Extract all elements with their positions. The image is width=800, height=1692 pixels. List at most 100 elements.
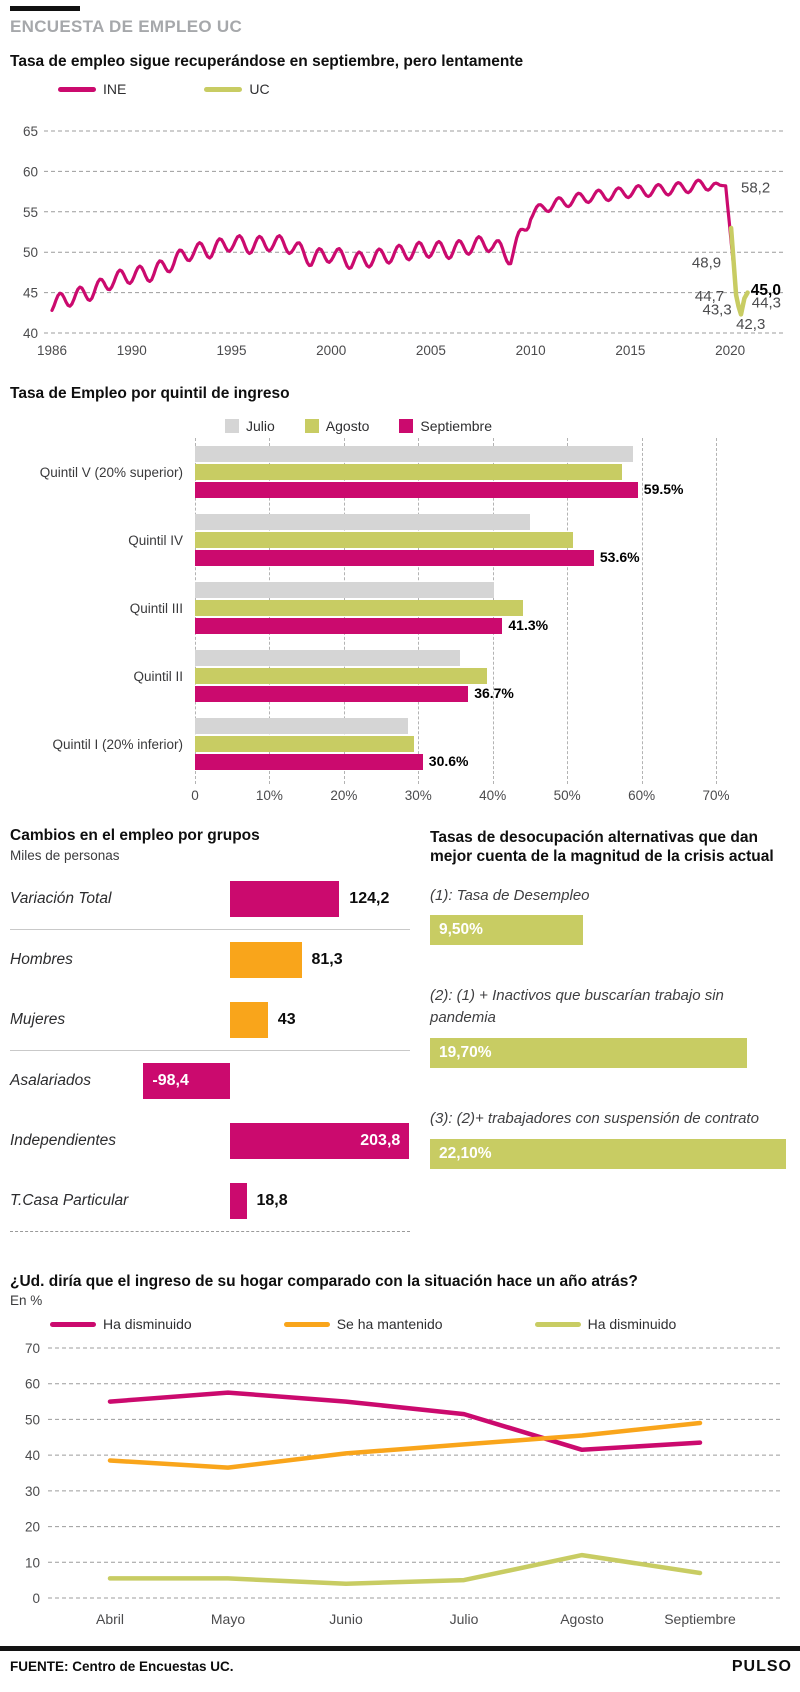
bar-row — [195, 463, 716, 480]
y-tick-label: 40 — [25, 1448, 40, 1463]
change-row-label: T.Casa Particular — [10, 1192, 129, 1210]
change-bar — [230, 942, 302, 979]
x-tick-label: 0 — [191, 787, 199, 803]
legend-swatch — [225, 418, 239, 433]
value-annotation: 58,2 — [741, 180, 770, 197]
change-bar — [230, 881, 340, 918]
legend-item: INE — [58, 81, 126, 97]
quintile-label: Quintil I (20% inferior) — [52, 737, 183, 753]
bar-value-label: -98,4 — [152, 1072, 189, 1090]
bar-row: 59.5% — [195, 481, 716, 498]
y-tick-label: 30 — [25, 1484, 40, 1499]
change-row: T.Casa Particular 18,8 — [10, 1171, 410, 1233]
series-line-uc — [728, 226, 750, 318]
legend-item: Julio — [225, 418, 275, 434]
x-tick-label: 2015 — [615, 343, 645, 358]
bar-row: 53.6% — [195, 549, 716, 566]
x-tick-label: 2000 — [316, 343, 346, 358]
bar-row — [195, 531, 716, 548]
x-tick-label: Abril — [96, 1611, 124, 1627]
bar-row — [195, 599, 716, 616]
change-row: Variación Total 124,2 — [10, 869, 410, 931]
bar-row — [195, 445, 716, 462]
legend-swatch — [304, 418, 319, 433]
bar-row: 36.7% — [195, 684, 716, 702]
rate-bar: 22,10% — [430, 1138, 786, 1169]
change-row: Hombres 81,3 — [10, 930, 410, 990]
bar-septiembre — [195, 685, 469, 702]
x-tick-label: Agosto — [560, 1611, 604, 1627]
bar-value-label: 36.7% — [474, 684, 514, 701]
bar-julio — [195, 445, 634, 462]
employment-rate-line-chart: 65 60 55 50 45 40 1986 1990 1995 2000 2005 2010 2015… — [23, 124, 786, 358]
middle-section: Cambios en el empleo por grupos Miles de… — [10, 826, 790, 1246]
legend-item: Septiembre — [399, 418, 492, 434]
x-tick-label: 30% — [404, 787, 432, 803]
x-tick-label: Junio — [329, 1611, 363, 1627]
quintile-legend: Julio Agosto Septiembre — [225, 418, 790, 434]
legend-swatch — [50, 1321, 96, 1327]
quintile-bars: 36.7% — [195, 649, 716, 704]
bar-row — [195, 513, 716, 530]
y-tick-label: 45 — [23, 286, 38, 301]
legend-label: INE — [103, 81, 127, 98]
bar-agosto — [195, 735, 414, 752]
bar-value-label: 18,8 — [256, 1192, 288, 1210]
bar-septiembre — [195, 617, 503, 634]
quintile-bars: 41.3% — [195, 581, 716, 636]
y-tick-label: 65 — [23, 124, 38, 139]
bar-value-label: 81,3 — [311, 951, 343, 969]
gridline — [641, 437, 643, 784]
y-tick-label: 20 — [25, 1520, 40, 1535]
y-tick-label: 55 — [23, 205, 38, 220]
legend-item: Ha disminuido — [534, 1316, 677, 1333]
quintile-group: Quintil IV 53.6% — [10, 513, 790, 568]
rate-item: (1): Tasa de Desempleo 9,50% — [430, 885, 790, 946]
gridline — [567, 437, 569, 784]
x-tick-label: 2020 — [715, 343, 745, 358]
bar-row: 30.6% — [195, 753, 716, 770]
legend-swatch — [58, 86, 96, 92]
x-tick-label: Septiembre — [664, 1611, 736, 1627]
employment-changes-chart: Cambios en el empleo por grupos Miles de… — [10, 826, 410, 1233]
series-line-ha-disminuido — [107, 1390, 703, 1453]
legend-label: Julio — [246, 417, 275, 434]
kicker-title: ENCUESTA DE EMPLEO UC — [10, 17, 243, 36]
change-bar: -98,4 — [143, 1063, 230, 1100]
income-chart-title: ¿Ud. diría que el ingreso de su hogar co… — [10, 1272, 638, 1290]
y-tick-label: 10 — [25, 1555, 40, 1570]
legend-swatch — [204, 86, 243, 92]
legend-swatch — [283, 1321, 330, 1327]
legend-swatch — [534, 1321, 581, 1327]
bar-septiembre — [195, 481, 638, 498]
y-tick-label: 70 — [25, 1341, 40, 1356]
quintile-bars: 53.6% — [195, 513, 716, 568]
employment-rate-chart-title: Tasa de empleo sigue recuperándose en se… — [10, 53, 524, 70]
bar-value-label: 41.3% — [508, 616, 549, 633]
y-tick-label: 50 — [23, 246, 38, 261]
quintile-group: Quintil III 41.3% — [10, 581, 790, 636]
income-chart-unit-label: En % — [10, 1293, 43, 1309]
footer: FUENTE: Centro de Encuestas UC. PULSO — [0, 1646, 800, 1676]
alt-unemployment-items: (1): Tasa de Desempleo 9,50% (2): (1) + In… — [430, 885, 790, 1169]
bar-septiembre — [195, 753, 423, 770]
bar-value-label: 43 — [277, 1011, 296, 1029]
change-row-label: Independientes — [10, 1132, 117, 1150]
legend-label: UC — [249, 81, 270, 98]
y-tick-label: 60 — [25, 1377, 40, 1392]
series-line-ine — [50, 178, 735, 313]
quintile-group: Quintil I (20% inferior) 30.6% — [10, 717, 790, 772]
bar-row — [195, 581, 716, 598]
change-row-label: Hombres — [10, 951, 73, 969]
footer-row: FUENTE: Centro de Encuestas UC. PULSO — [0, 1651, 800, 1676]
series-line-ha-disminuido — [107, 1552, 703, 1587]
x-tick-label: 2010 — [516, 343, 546, 358]
change-row: Mujeres 43 — [10, 990, 410, 1052]
change-bar — [230, 1183, 247, 1220]
x-tick-label: 1990 — [117, 343, 147, 358]
y-tick-label: 0 — [32, 1591, 40, 1606]
bar-agosto — [195, 531, 574, 548]
legend-label: Ha disminuido — [587, 1316, 677, 1333]
change-bar: 203,8 — [230, 1123, 410, 1160]
value-annotation: 43,3 — [702, 302, 731, 319]
